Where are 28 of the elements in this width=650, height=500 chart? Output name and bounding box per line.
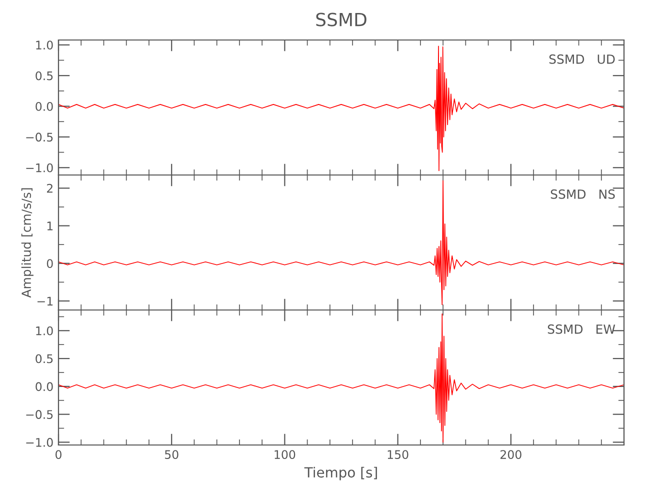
y-tick-label: −1: [37, 296, 53, 306]
annotation: SSMD EW: [548, 324, 616, 334]
x-axis-title: Tiempo [s]: [304, 466, 377, 480]
y-tick-label: −1.0: [26, 438, 53, 447]
y-tick-label: −1.0: [26, 163, 53, 172]
x-tick-label: 100: [274, 450, 296, 459]
line-series: [58, 46, 624, 172]
x-tick-label: 50: [165, 450, 178, 459]
y-tick-label: 1.0: [36, 326, 53, 336]
line-series: [58, 180, 624, 306]
y-tick-label: 0.0: [36, 102, 53, 111]
x-tick-label: 0: [56, 450, 62, 459]
y-tick-label: 2: [46, 184, 52, 193]
y-tick-label: 0.5: [36, 71, 53, 80]
y-tick-label: 1: [47, 222, 53, 230]
y-tick-label: 1.0: [36, 40, 53, 50]
y-tick-label: 0.0: [36, 382, 53, 392]
x-tick-label: 150: [388, 450, 408, 459]
annotation: SSMD UD: [549, 54, 615, 64]
line-series: [58, 313, 624, 443]
x-tick-label: 200: [500, 450, 522, 459]
annotation: SSMD NS: [550, 189, 615, 199]
y-axis-title: Amplitud [cm/s/s]: [21, 188, 34, 298]
y-tick-label: −0.5: [26, 410, 53, 419]
y-tick-label: 0.5: [36, 354, 53, 364]
y-tick-label: 0: [46, 259, 53, 268]
chart-title: SSMD: [316, 12, 366, 26]
y-tick-label: −0.5: [26, 132, 53, 142]
